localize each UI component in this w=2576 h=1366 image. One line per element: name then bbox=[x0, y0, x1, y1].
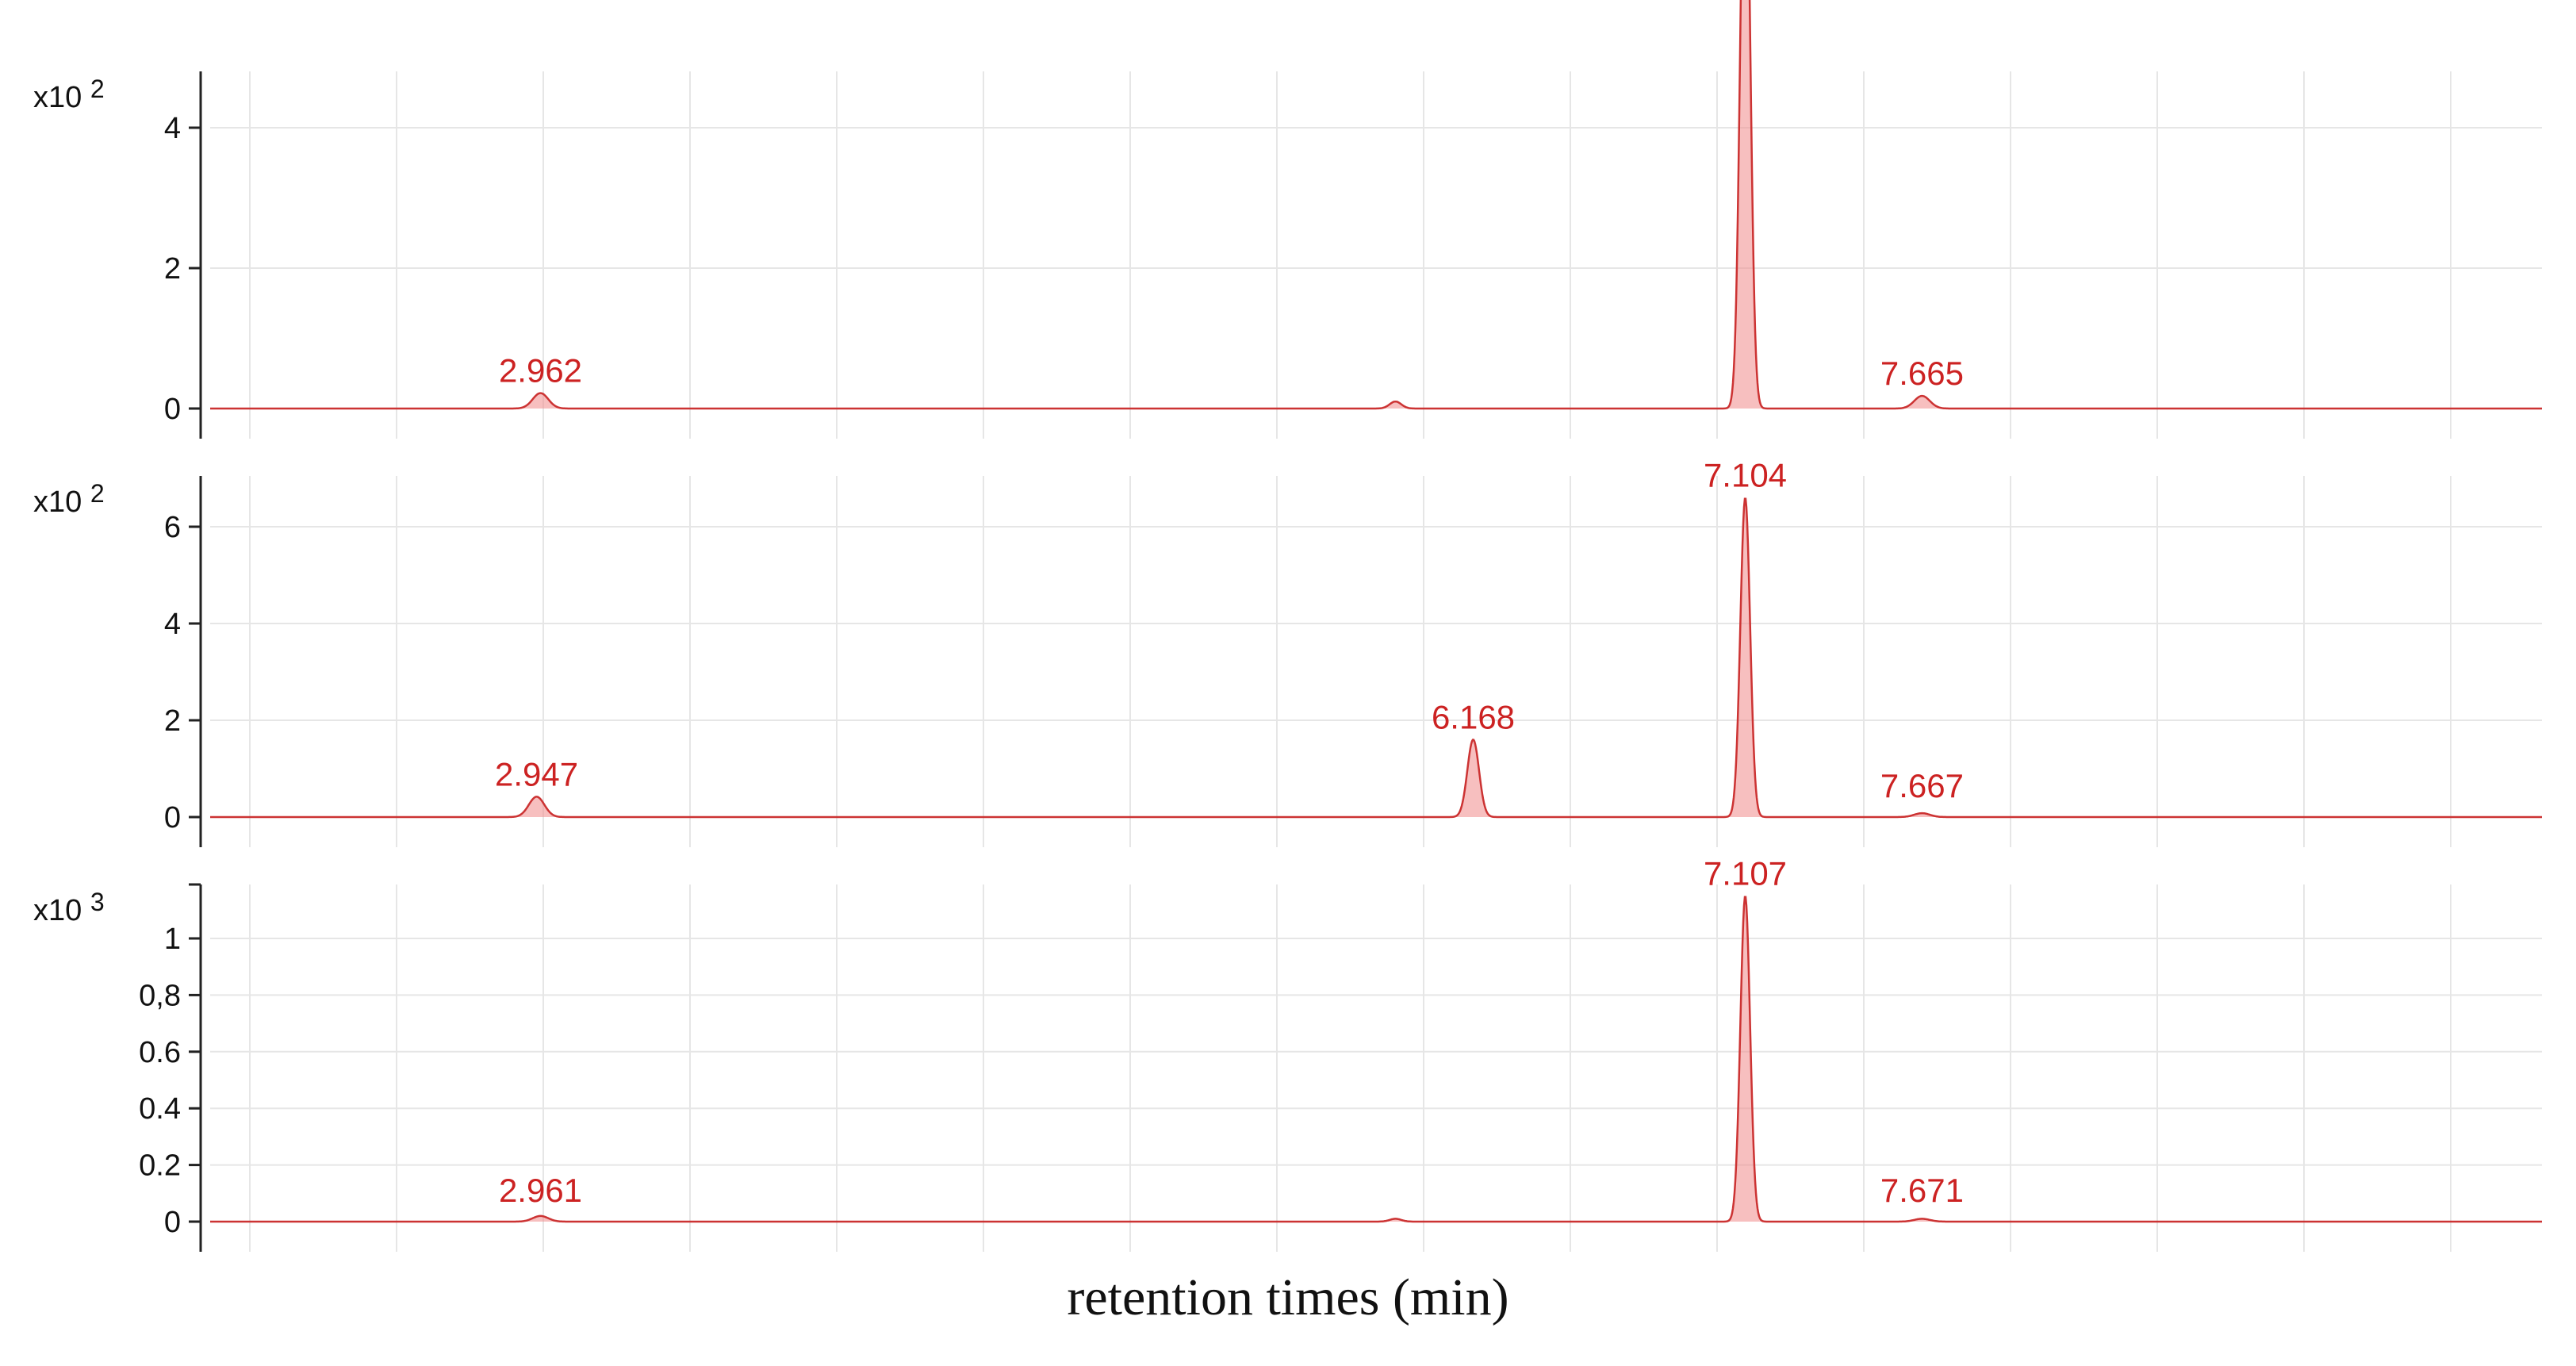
y-tick-label: 0 bbox=[164, 393, 181, 426]
y-tick-label: 4 bbox=[164, 112, 181, 145]
peak-label: 7.671 bbox=[1880, 1172, 1964, 1209]
chromatogram-trace bbox=[210, 896, 2542, 1223]
y-tick-label: 0.6 bbox=[139, 1036, 181, 1069]
peak-label: 6.168 bbox=[1432, 698, 1515, 735]
y-multiplier-label: x10 2 bbox=[33, 479, 105, 519]
peak-label: 7.665 bbox=[1880, 355, 1964, 392]
y-tick-label: 0 bbox=[164, 1206, 181, 1239]
y-tick-label: 1 bbox=[164, 923, 181, 956]
peak-label: 7.104 bbox=[1704, 456, 1787, 493]
trace-fill bbox=[210, 0, 2542, 409]
y-tick-label: 0.4 bbox=[139, 1092, 181, 1126]
y-tick-label: 6 bbox=[164, 0, 181, 5]
y-multiplier-label: x10 2 bbox=[33, 75, 105, 114]
y-tick-label: 0.2 bbox=[139, 1149, 181, 1183]
peak-label: 2.962 bbox=[499, 352, 582, 389]
x-axis-label: retention times (min) bbox=[1067, 1268, 1509, 1326]
y-tick-label: 0 bbox=[164, 801, 181, 835]
y-multiplier-label: x10 3 bbox=[33, 888, 105, 927]
y-tick-label: 0,8 bbox=[139, 979, 181, 1012]
peak-label: 7.667 bbox=[1880, 767, 1964, 804]
y-tick-label: 2 bbox=[164, 252, 181, 286]
y-tick-label: 4 bbox=[164, 608, 181, 641]
y-tick-label: 6 bbox=[164, 511, 181, 544]
chromatogram-trace bbox=[210, 497, 2542, 819]
peak-label: 2.961 bbox=[499, 1172, 582, 1209]
chromatogram-trace bbox=[210, 0, 2542, 410]
y-tick-label: 2 bbox=[164, 704, 181, 738]
peak-label: 2.947 bbox=[495, 755, 578, 792]
peak-label: 7.107 bbox=[1704, 854, 1787, 892]
